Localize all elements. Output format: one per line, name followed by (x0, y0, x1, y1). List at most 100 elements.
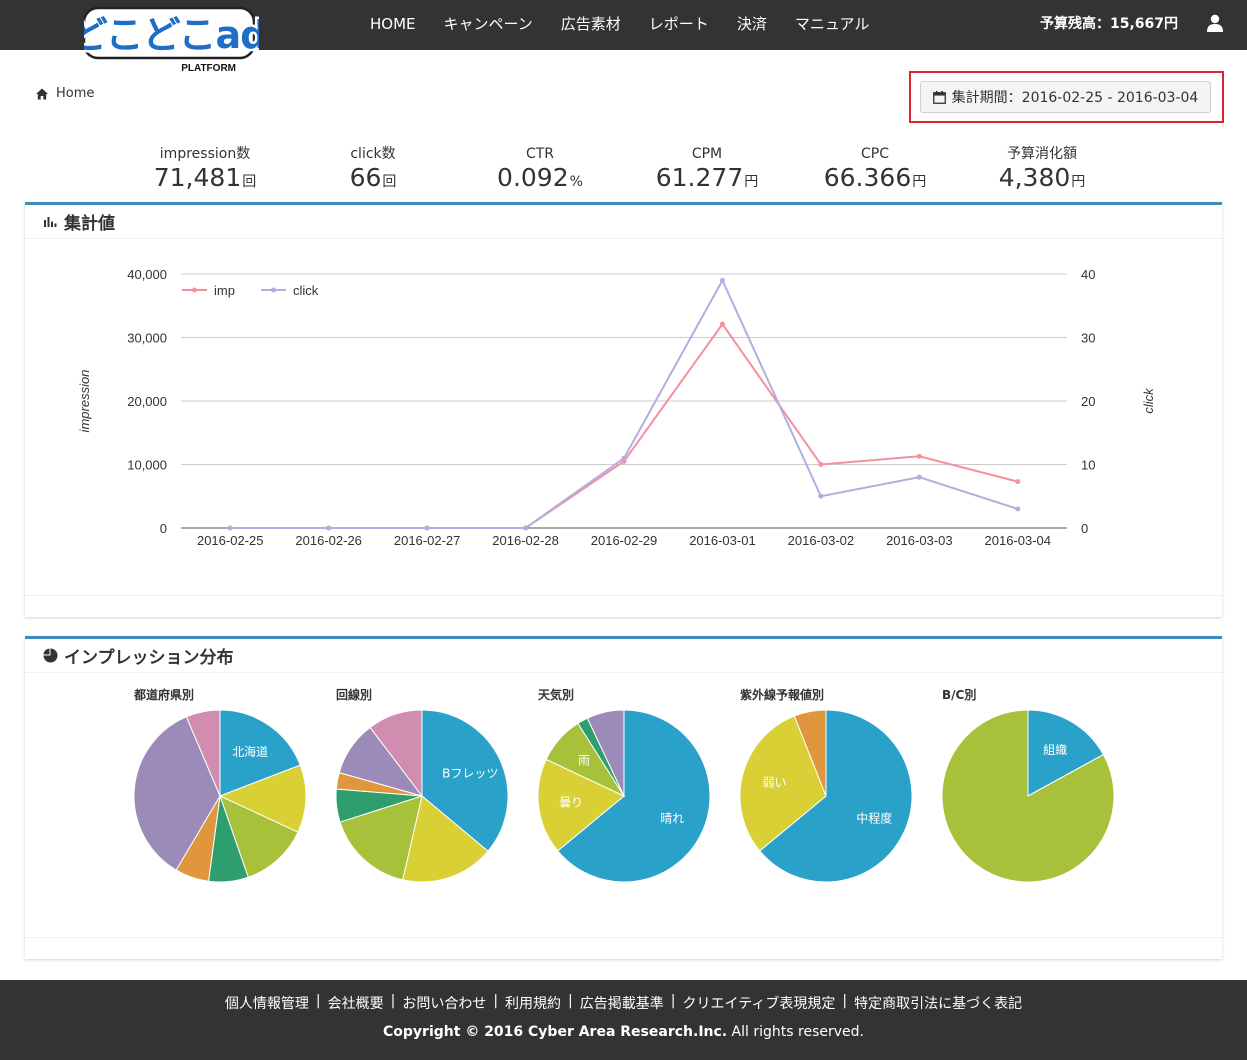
pie-title-weather: 天気別 (538, 688, 575, 702)
stat-value: 4,380 (998, 163, 1071, 192)
user-icon[interactable] (1206, 14, 1224, 32)
svg-text:どこどこad: どこどこad (84, 13, 259, 57)
stat-budget-spent: 予算消化額 4,380円 (957, 145, 1127, 197)
stat-label: impression数 (159, 146, 251, 162)
x-tick-label: 2016-02-28 (492, 533, 559, 548)
data-point-click (1015, 506, 1021, 512)
data-point-click (326, 525, 332, 531)
y-tick-label: 30,000 (127, 331, 167, 346)
nav-payment[interactable]: 決済 (736, 15, 767, 33)
stat-cpm: CPM 61.277円 (622, 145, 792, 197)
pie-slice-label: 組織 (1043, 743, 1067, 757)
pie-slice (218, 764, 307, 833)
pie-slice-label: Bフレッツ (442, 766, 498, 780)
stat-unit: 円 (1071, 174, 1086, 190)
footer-link-commerce-law[interactable]: 特定商取引法に基づく表記 (854, 996, 1023, 1012)
footer-link-privacy[interactable]: 個人情報管理 (224, 996, 309, 1012)
legend-marker-imp (192, 287, 197, 293)
data-point-imp (818, 462, 824, 467)
distribution-panel-title: インプレッション分布 (64, 648, 234, 668)
stat-value: 0.092 (497, 163, 569, 192)
panel-footer (25, 595, 1222, 617)
nav-campaign[interactable]: キャンペーン (443, 15, 533, 33)
bar-chart-icon (44, 217, 57, 227)
pie-title-prefecture: 都道府県別 (134, 688, 195, 702)
x-tick-label: 2016-02-25 (197, 533, 264, 548)
pie-slice-label: 雨 (578, 754, 590, 768)
distribution-panel: インプレッション分布 都道府県別北海道 回線別 Bフレッツ 天気別晴れ 曇り 雨 紫外線予報… (25, 636, 1222, 959)
stat-clicks: click数 66回 (288, 145, 458, 197)
date-range-button[interactable]: 集計期間：2016-02-25 - 2016-03-04 (920, 81, 1211, 113)
y-tick-label: 20,000 (127, 394, 167, 409)
pie-slice (339, 795, 423, 881)
footer-link-company[interactable]: 会社概要 (327, 996, 384, 1012)
stat-unit: 円 (912, 174, 927, 190)
nav-home[interactable]: HOME (370, 15, 416, 33)
pie-chart-weather: 晴れ 曇り 雨 (537, 709, 711, 883)
footer-link-terms[interactable]: 利用規約 (505, 996, 562, 1012)
y-tick-label: 40,000 (127, 267, 167, 282)
y-axis-label: impression (77, 370, 92, 433)
line-chart: 0 10,000 20,000 30,000 40,000 0 10 20 30 40 2016-0… (77, 267, 1156, 548)
pie-slice (219, 709, 301, 797)
date-range-label: 集計期間：2016-02-25 - 2016-03-04 (951, 90, 1199, 106)
series-line-click (230, 278, 1019, 529)
pie-chart-prefecture: 北海道 (133, 709, 307, 883)
calendar-icon (932, 90, 946, 104)
copyright: Copyright © 2016 Cyber Area Research.Inc… (383, 1024, 864, 1040)
data-point-imp (916, 453, 922, 459)
y2-tick-label: 40 (1081, 267, 1095, 282)
stat-label: CPC (861, 146, 889, 162)
y2-tick-label: 0 (1081, 521, 1088, 536)
stat-label: 予算消化額 (1007, 146, 1077, 162)
pie-slice (369, 709, 423, 798)
legend-label-click: click (293, 283, 319, 298)
footer-link-creative-rules[interactable]: クリエイティブ表現規定 (682, 996, 836, 1012)
pie-title-uv-index: 紫外線予報値別 (740, 688, 825, 702)
pie-slice-label: 北海道 (232, 744, 268, 759)
main-nav: HOME キャンペーン 広告素材 レポート 決済 マニュアル (356, 0, 883, 48)
legend-label-imp: imp (214, 283, 235, 298)
stat-unit: % (569, 174, 583, 190)
data-point-click (916, 474, 922, 480)
nav-ad-materials[interactable]: 広告素材 (560, 15, 621, 33)
pie-slice (133, 716, 221, 871)
y2-tick-label: 20 (1081, 394, 1095, 409)
pie-slice-label: 中程度 (856, 811, 892, 826)
pie-slice (421, 709, 509, 852)
x-tick-label: 2016-03-04 (985, 533, 1052, 548)
stat-impressions: impression数 71,481回 (120, 145, 290, 197)
dokodoko-ad-logo[interactable]: どこどこad PLATFORM (84, 4, 259, 74)
pie-slice (759, 709, 913, 883)
pie-slice (537, 758, 625, 852)
pie-title-line-type: 回線別 (336, 688, 373, 702)
stat-label: click数 (350, 146, 396, 162)
stat-label: CPM (691, 146, 723, 162)
data-point-click (523, 525, 529, 531)
pie-slice (941, 709, 1115, 883)
date-range-highlight-box (909, 71, 1224, 123)
pie-slice (219, 795, 299, 878)
nav-manual[interactable]: マニュアル (794, 15, 870, 33)
data-point-click (424, 525, 430, 531)
x-tick-label: 2016-03-03 (886, 533, 953, 548)
breadcrumb-home-link[interactable]: Home (56, 86, 95, 101)
data-point-click (818, 493, 824, 499)
stat-unit: 回 (382, 174, 397, 190)
budget-balance: 予算残高：15,667円 (1040, 16, 1179, 32)
distribution-panel-header: インプレッション分布 (25, 639, 1222, 673)
panel-footer (25, 937, 1222, 959)
stat-unit: 回 (242, 174, 257, 190)
pie-slice (793, 709, 827, 797)
stat-cpc: CPC 66.366円 (790, 145, 960, 197)
pie-slice-label: 晴れ (660, 812, 684, 826)
footer-link-ad-standards[interactable]: 広告掲載基準 (579, 996, 664, 1012)
stat-label: CTR (525, 146, 555, 162)
nav-report[interactable]: レポート (648, 15, 709, 33)
pie-slice (739, 715, 827, 852)
x-tick-label: 2016-02-27 (394, 533, 461, 548)
footer-link-contact[interactable]: お問い合わせ (402, 996, 487, 1012)
x-tick-label: 2016-03-01 (689, 533, 756, 548)
pie-slice (557, 709, 711, 883)
y-tick-label: 10,000 (127, 458, 167, 473)
